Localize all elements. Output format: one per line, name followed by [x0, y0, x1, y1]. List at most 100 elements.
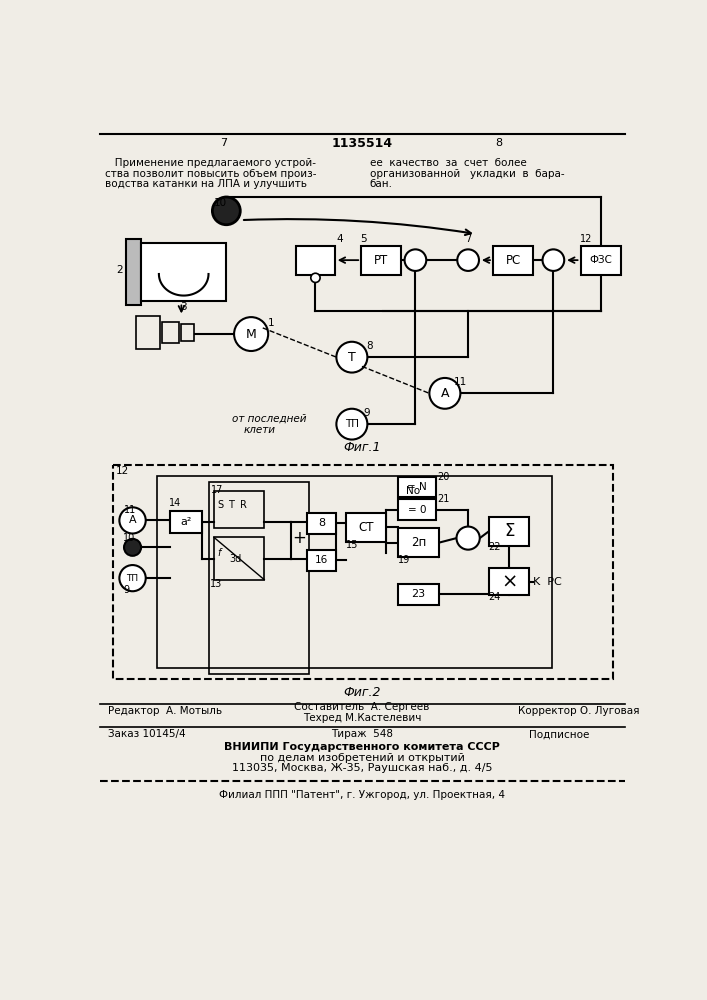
Text: 7: 7 — [221, 138, 228, 148]
Text: 1135514: 1135514 — [332, 137, 392, 150]
Text: S: S — [218, 500, 224, 510]
Text: 2: 2 — [116, 265, 123, 275]
Text: 21: 21 — [437, 494, 450, 504]
Text: Подписное: Подписное — [529, 729, 589, 739]
Text: 8: 8 — [366, 341, 373, 351]
Bar — [156, 476, 552, 668]
Circle shape — [124, 539, 141, 556]
Text: 8: 8 — [496, 138, 503, 148]
Text: Фиг.1: Фиг.1 — [343, 441, 380, 454]
Text: ФЗС: ФЗС — [589, 255, 612, 265]
Circle shape — [429, 378, 460, 409]
Text: клети: клети — [243, 425, 275, 435]
Bar — [141, 243, 226, 301]
Circle shape — [337, 409, 368, 440]
Bar — [182, 324, 194, 341]
Text: 3d: 3d — [230, 554, 242, 564]
Text: T: T — [228, 500, 234, 510]
Text: Корректор О. Луговая: Корректор О. Луговая — [518, 706, 640, 716]
Bar — [398, 528, 438, 557]
Text: от последней: от последней — [232, 414, 306, 424]
Bar — [170, 511, 202, 533]
Circle shape — [311, 273, 320, 282]
Bar — [214, 491, 264, 528]
Text: Применение предлагаемого устрой-: Применение предлагаемого устрой- — [105, 158, 317, 168]
Text: 2п: 2п — [411, 536, 426, 549]
Bar — [398, 477, 436, 497]
Text: ства позволит повысить объем произ-: ства позволит повысить объем произ- — [105, 169, 317, 179]
Text: А: А — [440, 387, 449, 400]
Text: 15: 15 — [346, 540, 358, 550]
Text: организованной   укладки  в  бара-: организованной укладки в бара- — [370, 169, 564, 179]
Text: 22: 22 — [489, 542, 501, 552]
Text: = N: = N — [407, 482, 427, 492]
Text: 7: 7 — [465, 234, 472, 244]
Text: 113035, Москва, Ж-35, Раушская наб., д. 4/5: 113035, Москва, Ж-35, Раушская наб., д. … — [232, 763, 492, 773]
Text: ТП: ТП — [127, 574, 139, 583]
Circle shape — [404, 249, 426, 271]
Text: 12: 12 — [115, 466, 129, 476]
Text: 16: 16 — [315, 555, 328, 565]
Text: 8: 8 — [318, 518, 325, 528]
Text: 4: 4 — [337, 234, 343, 244]
Text: 5: 5 — [361, 234, 367, 244]
Text: бан.: бан. — [370, 179, 392, 189]
Bar — [296, 246, 335, 275]
Text: а²: а² — [180, 517, 192, 527]
Text: Составитель  А. Сергеев: Составитель А. Сергеев — [294, 702, 430, 712]
Bar — [398, 584, 438, 605]
Bar — [580, 246, 621, 275]
Bar — [489, 517, 530, 546]
Bar — [162, 322, 179, 343]
Text: М: М — [246, 328, 257, 341]
Text: Σ: Σ — [504, 522, 515, 540]
Bar — [136, 316, 160, 349]
Text: 17: 17 — [211, 485, 223, 495]
Text: ТП: ТП — [345, 419, 359, 429]
Text: 11: 11 — [454, 377, 467, 387]
Bar — [489, 568, 530, 595]
Text: 11: 11 — [124, 505, 136, 515]
Text: ее  качество  за  счет  более: ее качество за счет более — [370, 158, 527, 168]
Circle shape — [119, 507, 146, 533]
Text: 24: 24 — [489, 592, 501, 602]
Text: 1: 1 — [268, 318, 275, 328]
Text: 12: 12 — [580, 234, 592, 244]
Text: 3: 3 — [180, 302, 187, 312]
Text: водства катанки на ЛПА и улучшить: водства катанки на ЛПА и улучшить — [105, 179, 308, 189]
Text: Тираж  548: Тираж 548 — [331, 729, 393, 739]
Text: 19: 19 — [397, 555, 410, 565]
Circle shape — [212, 197, 240, 225]
Text: Редактор  А. Мотыль: Редактор А. Мотыль — [107, 706, 222, 716]
Bar — [307, 550, 337, 571]
Text: K  РС: K РС — [533, 577, 562, 587]
Text: РТ: РТ — [374, 254, 388, 267]
Text: А: А — [129, 515, 136, 525]
Circle shape — [457, 527, 480, 550]
Text: = 0: = 0 — [408, 505, 426, 515]
Circle shape — [542, 249, 564, 271]
Bar — [361, 246, 402, 275]
Text: 13: 13 — [210, 579, 222, 589]
Text: РС: РС — [506, 254, 520, 267]
Text: Заказ 10145/4: Заказ 10145/4 — [107, 729, 185, 739]
Text: 20: 20 — [437, 472, 450, 482]
Bar — [493, 246, 533, 275]
Bar — [126, 239, 141, 305]
Text: СТ: СТ — [358, 521, 373, 534]
Text: Т: Т — [348, 351, 356, 364]
Bar — [113, 465, 613, 679]
Text: R: R — [240, 500, 246, 510]
Bar — [214, 537, 264, 580]
Bar — [209, 482, 309, 674]
Text: 9: 9 — [123, 585, 129, 595]
Text: ×: × — [501, 572, 518, 591]
Text: Фиг.2: Фиг.2 — [343, 686, 380, 699]
Circle shape — [457, 249, 479, 271]
Text: 9: 9 — [363, 408, 370, 418]
Text: 10: 10 — [214, 198, 227, 208]
Text: +: + — [292, 529, 306, 547]
Text: по делам изобретений и открытий: по делам изобретений и открытий — [259, 753, 464, 763]
Text: 14: 14 — [169, 498, 181, 508]
Circle shape — [234, 317, 268, 351]
